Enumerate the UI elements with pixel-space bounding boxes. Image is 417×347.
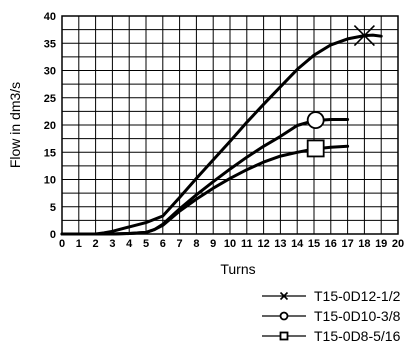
x-tick-label: 15 bbox=[308, 238, 320, 250]
y-tick-label: 0 bbox=[50, 229, 56, 241]
series-line-2 bbox=[60, 144, 350, 236]
x-tick-label: 8 bbox=[193, 238, 199, 250]
series-lines bbox=[60, 33, 383, 236]
x-tick-label: 3 bbox=[109, 238, 115, 250]
series-markers bbox=[306, 25, 375, 158]
y-tick-label: 40 bbox=[44, 11, 56, 23]
x-tick-label: 1 bbox=[76, 238, 82, 250]
y-tick-label: 35 bbox=[44, 38, 56, 50]
y-tick-label: 10 bbox=[44, 175, 56, 187]
grid bbox=[61, 15, 399, 235]
y-tick-label: 15 bbox=[44, 147, 56, 159]
x-tick-label: 0 bbox=[59, 238, 65, 250]
marker-square bbox=[279, 331, 289, 341]
y-tick-label: 5 bbox=[50, 202, 56, 214]
x-axis-label: Turns bbox=[220, 261, 255, 277]
legend: T15-0D12-1/2 T15-0D10-3/8 T15-0D8-5/16 bbox=[262, 288, 401, 344]
x-tick-label: 12 bbox=[257, 238, 269, 250]
y-tick-label: 20 bbox=[44, 120, 56, 132]
legend-entry: T15-0D10-3/8 bbox=[314, 308, 401, 324]
x-tick-label: 19 bbox=[375, 238, 387, 250]
x-tick-label: 9 bbox=[210, 238, 216, 250]
marker-x bbox=[279, 291, 289, 301]
y-axis-label: Flow in dm3/s bbox=[7, 82, 23, 168]
plot-frame bbox=[61, 15, 399, 235]
y-tick-labels: 0 5 10 15 20 25 30 35 40 bbox=[44, 11, 56, 241]
y-tick-label: 25 bbox=[44, 93, 56, 105]
x-tick-label: 4 bbox=[126, 238, 133, 250]
series-line-0 bbox=[60, 33, 383, 236]
marker-x bbox=[353, 25, 375, 47]
x-tick-label: 17 bbox=[341, 238, 353, 250]
x-tick-label: 7 bbox=[177, 238, 183, 250]
marker-circle bbox=[279, 311, 289, 321]
series-line-1 bbox=[60, 118, 350, 236]
x-tick-label: 2 bbox=[93, 238, 99, 250]
x-tick-label: 10 bbox=[224, 238, 236, 250]
legend-entry: T15-0D12-1/2 bbox=[314, 288, 401, 304]
x-tick-label: 5 bbox=[143, 238, 149, 250]
x-tick-label: 20 bbox=[392, 238, 404, 250]
x-tick-label: 18 bbox=[358, 238, 370, 250]
x-tick-label: 13 bbox=[274, 238, 286, 250]
x-tick-label: 16 bbox=[325, 238, 337, 250]
plot-border bbox=[61, 15, 399, 235]
marker-square bbox=[306, 139, 325, 158]
y-tick-label: 30 bbox=[44, 66, 56, 78]
x-tick-label: 6 bbox=[160, 238, 166, 250]
x-tick-label: 14 bbox=[291, 238, 304, 250]
marker-circle bbox=[306, 111, 325, 129]
legend-entry: T15-0D8-5/16 bbox=[314, 328, 401, 344]
x-tick-label: 11 bbox=[241, 238, 253, 250]
x-tick-labels: 0 1 2 3 4 5 6 7 8 9 10 11 12 13 14 15 16 17 18 19 20 bbox=[59, 238, 404, 250]
